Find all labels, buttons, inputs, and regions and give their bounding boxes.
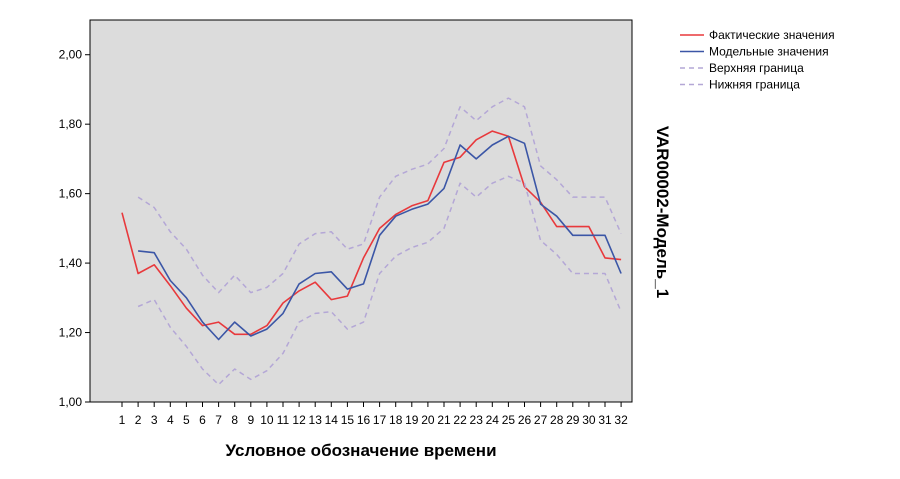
x-axis: 1 2 3 4 5 6 7 8 9 10 11 12 13 14 15 16 17 18 19 20 21 22 23 24 2… — [119, 402, 628, 427]
legend-label: Фактические значения — [709, 28, 835, 42]
legend-label: Модельные значения — [709, 45, 829, 59]
x-axis-title: Условное обозначение времени — [225, 441, 496, 460]
x-tick-label: 8 — [231, 413, 238, 427]
x-tick-label: 3 — [151, 413, 158, 427]
y-tick-label: 1,20 — [59, 326, 83, 340]
x-tick-label: 32 — [614, 413, 628, 427]
x-tick-label: 25 — [502, 413, 516, 427]
x-tick-label: 12 — [292, 413, 306, 427]
x-tick-label: 4 — [167, 413, 174, 427]
y-tick-label: 1,00 — [59, 395, 83, 409]
x-tick-label: 10 — [260, 413, 274, 427]
x-tick-label: 7 — [215, 413, 222, 427]
legend-label: Нижняя граница — [709, 78, 800, 92]
x-tick-label: 30 — [582, 413, 596, 427]
x-tick-label: 2 — [135, 413, 142, 427]
x-tick-label: 27 — [534, 413, 548, 427]
x-tick-label: 31 — [598, 413, 612, 427]
x-tick-label: 5 — [183, 413, 190, 427]
series-line-4 — [137, 175, 622, 386]
x-tick-label: 23 — [470, 413, 484, 427]
y-axis: 1,00 1,20 1,40 1,60 1,80 2,00 — [59, 48, 90, 409]
series-line-3 — [137, 97, 622, 294]
x-tick-label: 13 — [309, 413, 323, 427]
x-tick-label: 20 — [421, 413, 435, 427]
legend-label: Верхняя граница — [709, 61, 804, 75]
y-tick-label: 1,40 — [59, 256, 83, 270]
x-tick-label: 24 — [486, 413, 500, 427]
x-tick-label: 17 — [373, 413, 387, 427]
x-tick-label: 9 — [247, 413, 254, 427]
y-axis-title: VAR00002-Модель_1 — [653, 126, 672, 298]
legend: Фактические значения Модельные значения Ве… — [680, 28, 835, 92]
x-tick-label: 11 — [277, 413, 290, 427]
x-tick-label: 28 — [550, 413, 564, 427]
x-tick-label: 18 — [389, 413, 403, 427]
x-tick-label: 22 — [453, 413, 467, 427]
x-tick-label: 14 — [325, 413, 339, 427]
series-lines — [121, 97, 622, 386]
y-tick-label: 1,60 — [59, 187, 83, 201]
x-tick-label: 29 — [566, 413, 580, 427]
x-tick-label: 15 — [341, 413, 355, 427]
x-tick-label: 1 — [119, 413, 126, 427]
y-tick-label: 1,80 — [59, 117, 83, 131]
y-tick-label: 2,00 — [59, 48, 83, 62]
x-tick-label: 21 — [437, 413, 451, 427]
x-tick-label: 26 — [518, 413, 532, 427]
x-tick-label: 19 — [405, 413, 419, 427]
x-tick-label: 6 — [199, 413, 206, 427]
x-tick-label: 16 — [357, 413, 371, 427]
series-line-2 — [138, 135, 622, 341]
